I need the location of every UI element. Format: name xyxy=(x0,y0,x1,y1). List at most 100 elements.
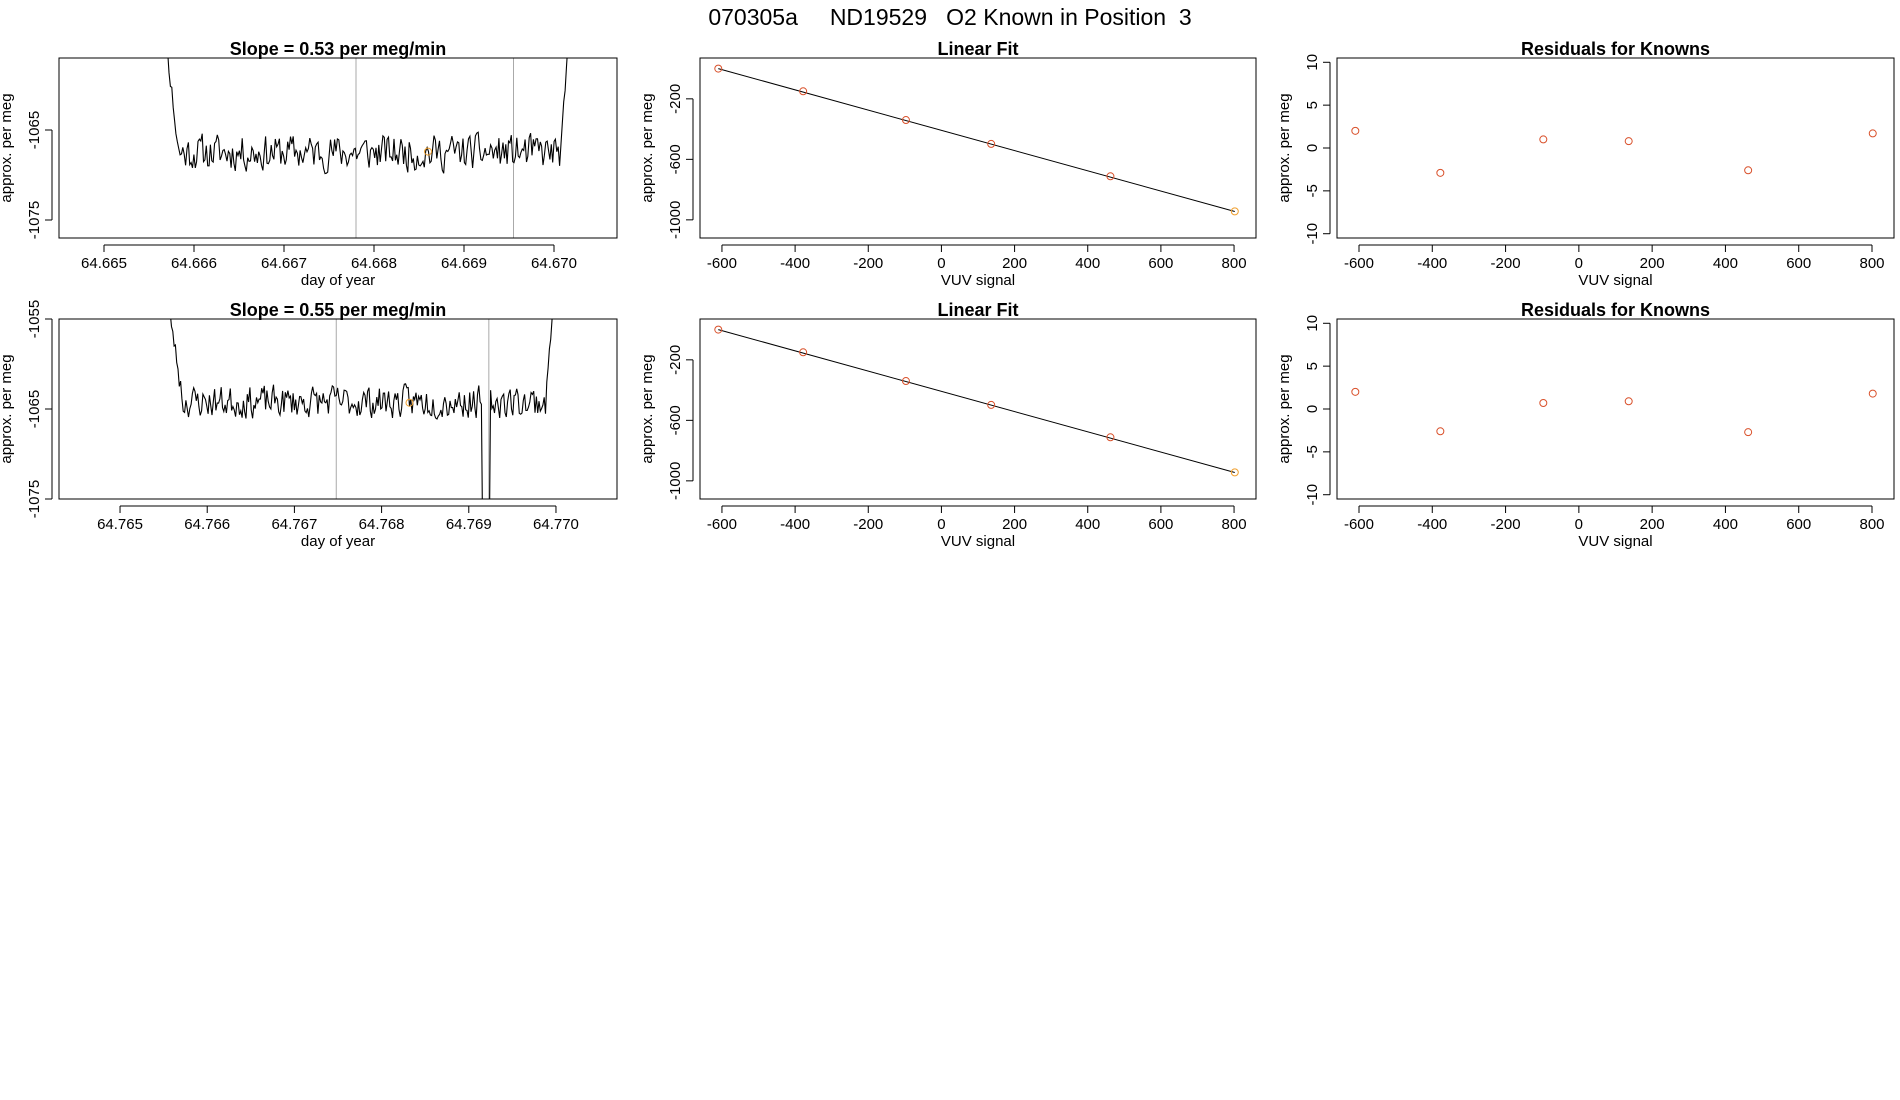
plot-area xyxy=(1351,126,1877,177)
y-tick-label: -200 xyxy=(667,345,684,375)
y-tick-label: 10 xyxy=(1304,315,1321,332)
y-tick-label: -1055 xyxy=(26,300,43,338)
data-point xyxy=(1230,207,1239,216)
plot-frame xyxy=(58,57,618,239)
y-tick-label: -10 xyxy=(1304,484,1321,506)
data-point xyxy=(1351,387,1360,396)
y-axis-label: approx. per meg xyxy=(639,354,656,463)
y-tick-label: -200 xyxy=(667,84,684,114)
x-tick-label: 0 xyxy=(937,516,945,533)
panel-rs1: Residuals for Knowns -600 -400 -200 0 200 400 6… xyxy=(1276,39,1895,289)
panel-title: Residuals for Knowns xyxy=(1521,39,1710,59)
data-point xyxy=(1106,172,1115,181)
figure-title: 070305a ND19529 O2 Known in Position 3 xyxy=(708,4,1192,30)
y-axis-label: approx. per meg xyxy=(0,93,15,202)
x-axis-label: VUV signal xyxy=(941,533,1015,550)
data-point xyxy=(1539,135,1548,144)
data-point xyxy=(1868,129,1877,138)
data-point xyxy=(1624,397,1633,406)
x-tick-label: 200 xyxy=(1640,516,1665,533)
x-tick-label: 64.669 xyxy=(441,255,487,272)
y-tick-label: 0 xyxy=(1304,405,1321,413)
y-tick-label: -600 xyxy=(667,405,684,435)
series-line xyxy=(167,58,568,175)
panel-rs2: Residuals for Knowns -600 -400 -200 0 200 400 6… xyxy=(1276,300,1895,550)
panel-title: Linear Fit xyxy=(937,300,1018,320)
x-tick-label: 800 xyxy=(1222,255,1247,272)
x-axis-label: day of year xyxy=(301,533,375,550)
x-tick-label: 64.766 xyxy=(184,516,230,533)
x-tick-label: -400 xyxy=(1417,255,1447,272)
x-tick-label: 0 xyxy=(1575,516,1583,533)
plot-area xyxy=(167,58,568,238)
plot-area xyxy=(714,64,1239,216)
data-point xyxy=(714,64,723,73)
y-tick-label: -1065 xyxy=(26,111,43,149)
x-tick-label: 400 xyxy=(1075,516,1100,533)
data-point xyxy=(987,400,996,409)
panel-title: Slope = 0.53 per meg/min xyxy=(230,39,447,59)
data-point xyxy=(1106,433,1115,442)
plot-area xyxy=(714,325,1239,477)
plot-frame xyxy=(1336,318,1895,500)
x-tick-label: 0 xyxy=(937,255,945,272)
x-tick-label: 200 xyxy=(1002,516,1027,533)
data-point xyxy=(1230,468,1239,477)
plot-area xyxy=(1351,387,1877,437)
panel-title: Linear Fit xyxy=(937,39,1018,59)
y-tick-label: 10 xyxy=(1304,54,1321,71)
x-tick-label: -600 xyxy=(707,255,737,272)
plot-frame xyxy=(58,318,618,500)
y-tick-label: 5 xyxy=(1304,101,1321,109)
y-tick-label: -600 xyxy=(667,144,684,174)
data-point xyxy=(901,377,910,386)
x-tick-label: 800 xyxy=(1222,516,1247,533)
x-tick-label: -200 xyxy=(853,255,883,272)
x-tick-label: -600 xyxy=(707,516,737,533)
y-tick-label: -1075 xyxy=(26,201,43,239)
x-tick-label: 64.768 xyxy=(359,516,405,533)
panel-ts2: Slope = 0.55 per meg/min 64.765 64.766 64.7… xyxy=(0,300,618,550)
x-tick-label: 64.665 xyxy=(81,255,127,272)
y-axis-label: approx. per meg xyxy=(0,354,15,463)
x-tick-label: -200 xyxy=(853,516,883,533)
data-point xyxy=(1624,137,1633,146)
x-tick-label: 400 xyxy=(1713,516,1738,533)
data-point xyxy=(987,139,996,148)
highlight-point xyxy=(424,147,432,156)
y-tick-label: -10 xyxy=(1304,223,1321,245)
panel-lf2: Linear Fit -600 -400 -200 0 200 400 600 800 VUV s… xyxy=(639,300,1257,550)
y-tick-label: -5 xyxy=(1304,445,1321,458)
x-tick-label: 200 xyxy=(1002,255,1027,272)
data-point xyxy=(901,116,910,125)
data-point xyxy=(1436,168,1445,177)
y-tick-label: -1000 xyxy=(667,462,684,500)
x-axis-label: VUV signal xyxy=(1578,272,1652,289)
y-tick-label: -1075 xyxy=(26,480,43,518)
y-tick-label: 0 xyxy=(1304,144,1321,152)
x-tick-label: 600 xyxy=(1148,255,1173,272)
panel-ts1: Slope = 0.53 per meg/min 64.665 64.666 64.6… xyxy=(0,39,618,289)
data-point xyxy=(1351,126,1360,135)
data-point xyxy=(1539,399,1548,407)
x-tick-label: 400 xyxy=(1075,255,1100,272)
data-point xyxy=(1744,428,1753,437)
plot-frame xyxy=(699,57,1257,239)
x-tick-label: -200 xyxy=(1491,516,1521,533)
x-tick-label: 600 xyxy=(1786,255,1811,272)
panel-title: Slope = 0.55 per meg/min xyxy=(230,300,447,320)
x-tick-label: 64.667 xyxy=(261,255,307,272)
panel-lf1: Linear Fit -600 -400 -200 0 200 400 600 800 VUV s… xyxy=(639,39,1257,289)
x-tick-label: 400 xyxy=(1713,255,1738,272)
y-tick-label: 5 xyxy=(1304,362,1321,370)
plot-frame xyxy=(1336,57,1895,239)
data-point xyxy=(1744,166,1753,175)
y-axis-label: approx. per meg xyxy=(639,93,656,202)
x-tick-label: 800 xyxy=(1859,516,1884,533)
x-tick-label: 200 xyxy=(1640,255,1665,272)
panel-title: Residuals for Knowns xyxy=(1521,300,1710,320)
x-tick-label: -400 xyxy=(780,516,810,533)
y-tick-label: -1000 xyxy=(667,201,684,239)
x-tick-label: -600 xyxy=(1344,516,1374,533)
